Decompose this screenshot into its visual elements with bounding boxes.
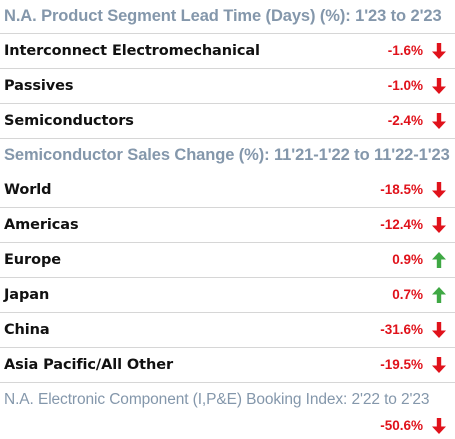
arrow-down-icon	[432, 113, 446, 129]
row-value: 0.9%	[392, 252, 423, 267]
section-title-semiconductor-sales: Semiconductor Sales Change (%): 11'21-1'…	[4, 146, 450, 164]
row-label: China	[4, 322, 50, 338]
row-label: Americas	[4, 217, 79, 233]
arrow-down-icon	[432, 43, 446, 59]
arrow-up-icon	[432, 287, 446, 303]
row-label: Semiconductors	[4, 113, 134, 129]
row-value: -12.4%	[380, 217, 423, 232]
section-divider	[0, 33, 455, 34]
table-row: Asia Pacific/All Other -19.5%	[0, 348, 455, 383]
arrow-down-icon	[432, 217, 446, 233]
arrow-down-icon	[432, 322, 446, 338]
row-label: World	[4, 182, 52, 198]
table-row: Semiconductors -2.4%	[0, 104, 455, 139]
row-value: -2.4%	[387, 113, 423, 128]
row-value: 0.7%	[392, 287, 423, 302]
arrow-down-icon	[432, 418, 446, 434]
row-label: Europe	[4, 252, 61, 268]
row-value: -50.6%	[380, 418, 423, 433]
arrow-down-icon	[432, 78, 446, 94]
arrow-down-icon	[432, 182, 446, 198]
table-row: Americas -12.4%	[0, 208, 455, 243]
section-title-lead-time: N.A. Product Segment Lead Time (Days) (%…	[4, 7, 442, 25]
row-value: -31.6%	[380, 322, 423, 337]
row-label: Interconnect Electromechanical	[4, 43, 260, 59]
table-row: China -31.6%	[0, 313, 455, 348]
arrow-up-icon	[432, 252, 446, 268]
table-row: Interconnect Electromechanical -1.6%	[0, 34, 455, 69]
row-label: Passives	[4, 78, 74, 94]
table-row: Passives -1.0%	[0, 69, 455, 104]
table-row: World -18.5%	[0, 173, 455, 208]
table-row: Japan 0.7%	[0, 278, 455, 313]
arrow-down-icon	[432, 357, 446, 373]
table-row: -50.6%	[0, 413, 455, 439]
row-label: Japan	[4, 287, 50, 303]
row-value: -1.6%	[387, 43, 423, 58]
row-value: -19.5%	[380, 357, 423, 372]
table-row: Europe 0.9%	[0, 243, 455, 278]
row-value: -18.5%	[380, 182, 423, 197]
section-title-booking-index: N.A. Electronic Component (I,P&E) Bookin…	[4, 391, 430, 408]
row-label: Asia Pacific/All Other	[4, 357, 173, 373]
row-value: -1.0%	[387, 78, 423, 93]
